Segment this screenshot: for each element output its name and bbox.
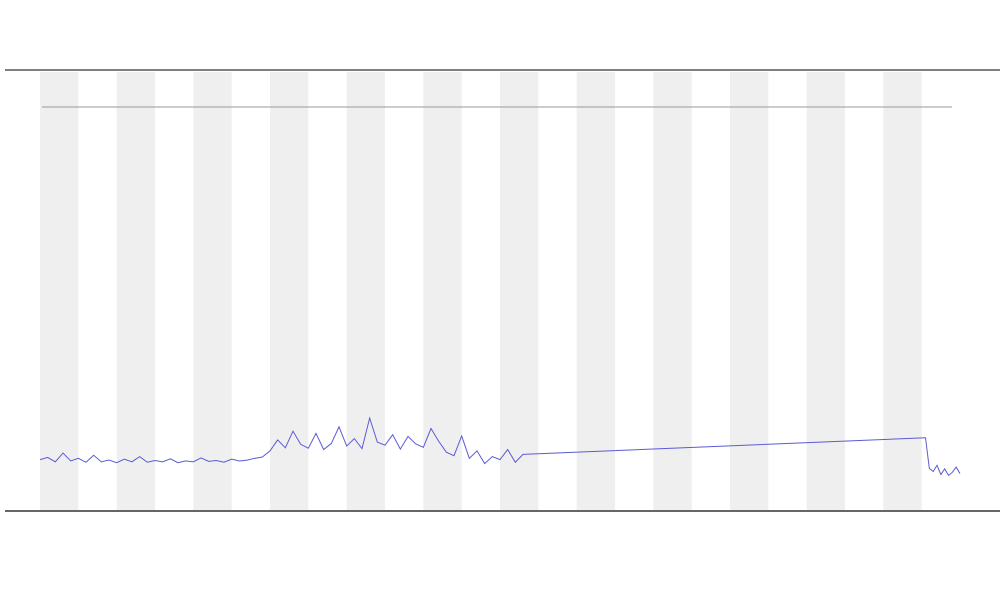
shade-band bbox=[270, 72, 309, 510]
shade-band bbox=[40, 72, 79, 510]
shade-band bbox=[423, 72, 462, 510]
shade-band bbox=[116, 72, 155, 510]
shade-band bbox=[653, 72, 692, 510]
shade-band bbox=[576, 72, 615, 510]
shade-band bbox=[806, 72, 845, 510]
shade-band bbox=[730, 72, 769, 510]
shade-band bbox=[883, 72, 922, 510]
series-line bbox=[39, 416, 961, 477]
shade-band bbox=[346, 72, 385, 510]
shade-band bbox=[500, 72, 539, 510]
shade-band bbox=[193, 72, 232, 510]
